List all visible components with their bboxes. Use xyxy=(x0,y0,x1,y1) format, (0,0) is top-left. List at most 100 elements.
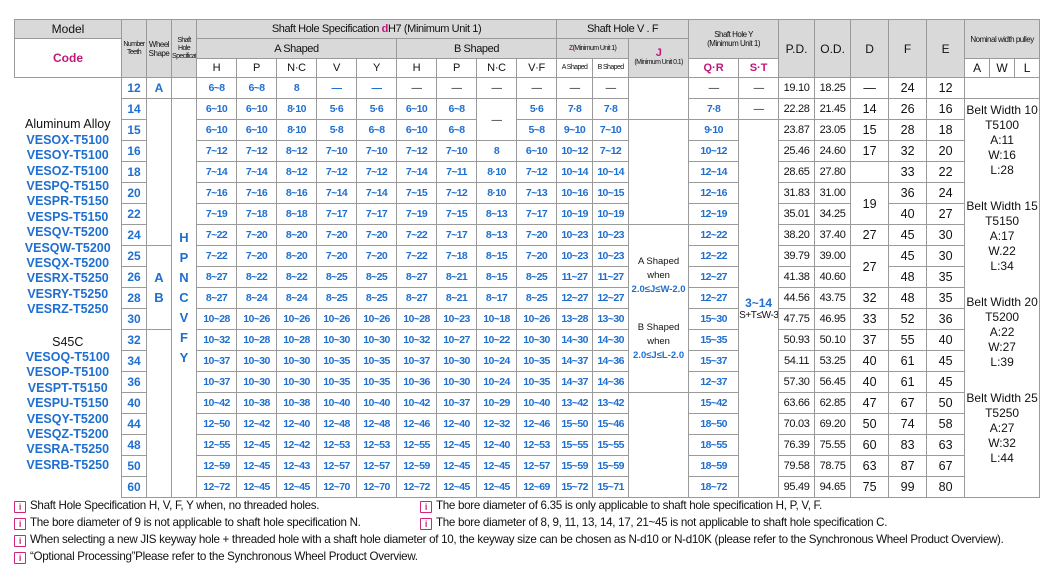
a-shaped-cell: 8~25 xyxy=(316,266,357,288)
b-shaped-cell: 7~15 xyxy=(436,203,477,225)
d-cell: 40 xyxy=(850,350,890,372)
f-cell: 61 xyxy=(888,350,928,372)
spec-letter: P xyxy=(179,250,189,265)
pd-cell: 54.11 xyxy=(778,350,816,372)
table-row: 16 7~12 7~12 8~12 7~10 7~10 7~12 7~10 8 6~10 10~12… xyxy=(15,140,1040,162)
a-shaped-cell: 6~10 xyxy=(196,119,237,141)
z-letter: Z xyxy=(568,44,573,52)
a-shaped-cell: 12~45 xyxy=(236,434,277,456)
z-cell: 13~42 xyxy=(556,392,594,414)
a-shaped-cell: 7~22 xyxy=(196,224,237,246)
a-shaped-cell: 7~17 xyxy=(316,203,357,225)
z-cell: 15~59 xyxy=(556,455,594,477)
nominal-blank xyxy=(964,77,1041,99)
f-cell: 40 xyxy=(888,203,928,225)
a-shaped-cell: 7~14 xyxy=(316,182,357,204)
dim-a: A:11 xyxy=(990,133,1014,147)
a-shaped-cell: 12~45 xyxy=(236,455,277,477)
qr-cell: 12~14 xyxy=(688,161,740,183)
b-shaped-cell: 7~12 xyxy=(396,140,437,162)
dim-a: A:17 xyxy=(989,229,1015,243)
dim-w: W:27 xyxy=(988,340,1016,354)
od-cell: 34.25 xyxy=(814,203,852,225)
product-code: VESPQ-T5150 xyxy=(26,178,110,193)
b-shaped-cell: 12~45 xyxy=(476,455,517,477)
product-code: VESOY-T5100 xyxy=(26,148,109,163)
pd-cell: 50.93 xyxy=(778,329,816,351)
belt-code: T5150 xyxy=(985,214,1020,228)
teeth-count: 25 xyxy=(121,245,147,267)
b-shaped-cell: 5~8 xyxy=(515,119,558,141)
a-shaped-cell: 8~20 xyxy=(276,245,317,267)
b-shaped-cell: 10~40 xyxy=(515,392,558,414)
od-cell: 62.85 xyxy=(814,392,852,414)
pd-cell: 95.49 xyxy=(778,476,816,498)
note-text: The bore diameter of 9 is not applicable… xyxy=(30,516,361,529)
spec-letter: C xyxy=(179,290,189,305)
b-shaped-cell: 10~29 xyxy=(476,392,517,414)
qr-cell: 18~72 xyxy=(688,476,740,498)
note-6: i “Optional Processing”Please refer to th… xyxy=(14,549,418,565)
b-shaped-cell: 10~30 xyxy=(436,371,477,393)
a-shaped-cell: 7~16 xyxy=(196,182,237,204)
note-2: i The bore diameter of 6.35 is only appli… xyxy=(420,498,822,514)
pulley-group: Belt Width 15 T5150 A:17 W.22 L:34 xyxy=(966,199,1039,274)
z-cell: 10~23 xyxy=(556,224,594,246)
product-code: VESOQ-T5100 xyxy=(25,349,110,364)
number-teeth-header: Number Teeth xyxy=(121,19,147,78)
pd-cell: 31.83 xyxy=(778,182,816,204)
z-cell: 15~46 xyxy=(592,413,630,435)
b-shaped-cell: 12~72 xyxy=(396,476,437,498)
teeth-count: 24 xyxy=(121,224,147,246)
belt-code: T5200 xyxy=(985,310,1020,324)
od-cell: 21.45 xyxy=(814,98,852,120)
table-row: 60 12~72 12~45 12~45 12~70 12~70 12~72 12~45 12~… xyxy=(15,476,1040,498)
note-4: i The bore diameter of 8, 9, 11, 13, 14, … xyxy=(420,515,887,531)
a-shaped-cell: 5·8 xyxy=(316,119,357,141)
a-shaped-cell: 7~10 xyxy=(316,140,357,162)
product-code: VESOP-T5100 xyxy=(26,365,110,380)
dim-l: L:44 xyxy=(990,451,1014,465)
product-code: VESOX-T5100 xyxy=(26,132,110,147)
table-row: 14 H P N C V F Y 6~10 6~10 8·10 5·6 5·6 6~10 6~8—5·6 7·… xyxy=(15,98,1041,498)
e-cell: 58 xyxy=(926,413,966,435)
teeth-count: 15 xyxy=(121,119,147,141)
a-shaped-header: A Shaped xyxy=(196,38,397,59)
a-shaped-cell: 10~26 xyxy=(356,308,397,330)
table-row: 34 10~37 10~30 10~30 10~35 10~35 10~37 10~30 10~… xyxy=(15,350,1040,372)
a-shaped-cell: 7~14 xyxy=(356,182,397,204)
belt-code: T5250 xyxy=(985,406,1020,420)
shaft-hole-title-d: d xyxy=(381,23,389,35)
qr-cell: 12~37 xyxy=(688,371,740,393)
z-cell: — xyxy=(592,77,630,99)
product-code: VESOZ-T5100 xyxy=(26,163,109,178)
table-row: 24 7~22 7~20 8~20 7~20 7~20 7~22 7~17 8~13 7~20 10… xyxy=(15,224,1040,393)
b-shaped-cell: 12~45 xyxy=(436,455,477,477)
belt-width: Belt Width 25 xyxy=(966,391,1038,405)
wheel-shape-a: A xyxy=(146,77,172,99)
shaft-spec-blank-top xyxy=(171,77,197,99)
col-a-nc: N·C xyxy=(276,58,317,78)
a-shaped-cell: 10~28 xyxy=(196,308,237,330)
e-cell: 24 xyxy=(926,182,966,204)
od-cell: 40.60 xyxy=(814,266,852,288)
col-a-v: V xyxy=(316,58,357,78)
qr-cell: 18~50 xyxy=(688,413,740,435)
b-shaped-cell: 12~55 xyxy=(396,434,437,456)
pd-header: P.D. xyxy=(778,19,816,78)
a-shaped-cell: 10~35 xyxy=(316,371,357,393)
a-shaped-cell: 12~70 xyxy=(356,476,397,498)
a-shaped-cell: 7~16 xyxy=(236,182,277,204)
f-cell: 87 xyxy=(888,455,928,477)
wheel-shape-blank xyxy=(146,98,172,246)
od-cell: 18.25 xyxy=(814,77,852,99)
d-cell: 19 xyxy=(850,182,890,225)
belt-width: Belt Width 15 xyxy=(966,199,1038,213)
a-shaped-cell: 10~30 xyxy=(276,371,317,393)
a-shaped-cell: 8~24 xyxy=(276,287,317,309)
qr-cell: 18~59 xyxy=(688,455,740,477)
y-title: Shaft Hole Y xyxy=(714,30,753,39)
teeth-count: 60 xyxy=(121,476,147,498)
qr-cell: 12~27 xyxy=(688,266,740,288)
a-shaped-cell: 6~8 xyxy=(356,119,397,141)
